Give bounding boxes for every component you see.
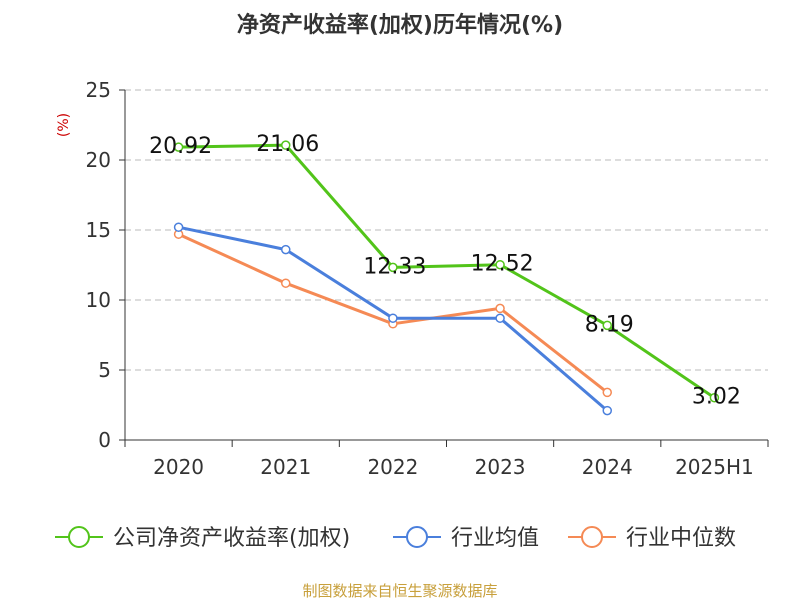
data-point	[388, 262, 398, 273]
chart-title: 净资产收益率(加权)历年情况(%)	[237, 12, 563, 38]
data-label: 8.19	[585, 312, 634, 337]
legend-item: 公司净资产收益率(加权)	[55, 526, 350, 551]
x-tick-label: 2021	[260, 455, 311, 479]
x-tick-label: 2023	[475, 455, 526, 479]
data-point	[709, 392, 720, 403]
source-note: 制图数据来自恒生聚源数据库	[302, 582, 497, 600]
legend-marker	[581, 526, 603, 548]
data-point	[602, 405, 612, 416]
data-point	[388, 313, 398, 323]
data-point	[281, 244, 291, 255]
x-tick-label: 2020	[153, 455, 204, 479]
y-axis-label: (%)	[56, 113, 72, 137]
data-label: 12.33	[363, 254, 426, 279]
data-point	[495, 259, 505, 270]
data-point	[281, 278, 291, 288]
data-label: 12.52	[471, 252, 534, 277]
data-label: 20.92	[149, 134, 212, 159]
legend-label: 行业中位数	[626, 526, 736, 551]
series-line	[178, 143, 716, 399]
x-tick-label: 2022	[367, 455, 418, 479]
y-tick-label: 5	[98, 358, 111, 382]
legend-item: 行业均值	[393, 526, 539, 551]
legend-label: 公司净资产收益率(加权)	[113, 526, 350, 551]
series-group	[173, 140, 720, 416]
legend-item: 行业中位数	[568, 526, 736, 551]
legend-marker	[68, 526, 90, 548]
x-tick-label: 2025H1	[675, 455, 754, 479]
data-label: 21.06	[256, 132, 319, 157]
legend: 公司净资产收益率(加权) 行业均值 行业中位数	[55, 526, 736, 551]
data-point	[495, 303, 505, 314]
data-point	[495, 313, 505, 323]
y-tick-label: 0	[98, 428, 111, 452]
data-point	[173, 142, 184, 152]
series	[173, 222, 612, 416]
y-tick-label: 20	[86, 148, 111, 172]
series	[173, 140, 720, 403]
data-point	[602, 387, 612, 398]
data-point	[173, 222, 184, 232]
x-tick-label: 2024	[582, 455, 633, 479]
y-tick-label: 25	[86, 78, 111, 102]
data-point	[281, 140, 291, 150]
data-point	[602, 320, 612, 331]
legend-label: 行业均值	[451, 526, 539, 551]
y-tick-label: 10	[86, 288, 111, 312]
data-label: 3.02	[692, 385, 741, 410]
y-tick-label: 15	[86, 218, 111, 242]
gridlines	[125, 89, 768, 371]
axes: 0 5 10 15 20 25 2020 2021 2022 2023 2024 2025H1	[86, 78, 769, 479]
legend-marker	[406, 526, 428, 548]
data-labels: 20.92 21.06 12.33 12.52 8.19 3.02	[149, 132, 741, 410]
